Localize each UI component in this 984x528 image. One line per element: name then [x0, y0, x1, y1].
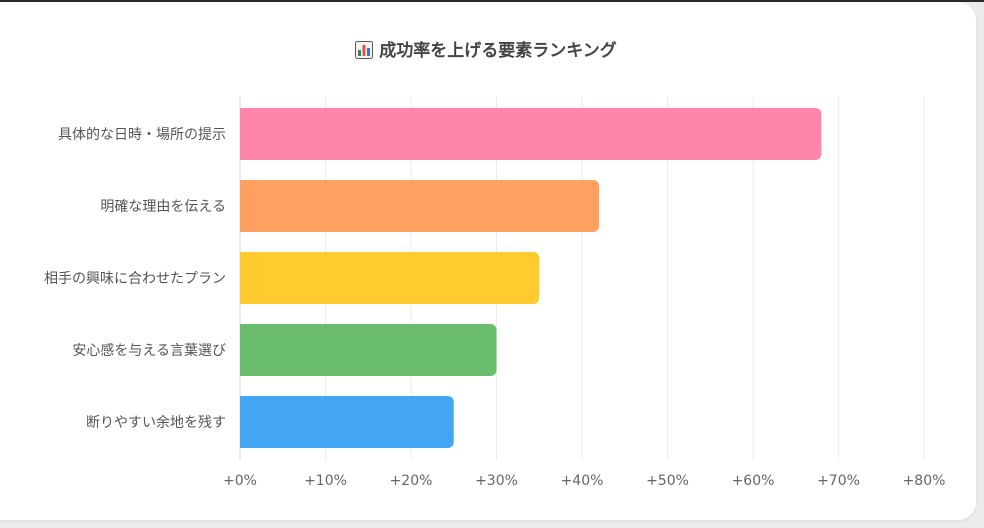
bar [240, 396, 454, 448]
x-tick-label: +60% [732, 473, 775, 489]
chart-title: 成功率を上げる要素ランキング [0, 36, 972, 61]
bar [240, 108, 822, 160]
x-tick-label: +30% [475, 473, 518, 489]
x-tick-label: +80% [903, 473, 946, 489]
category-label: 断りやすい余地を残す [86, 414, 226, 431]
bar-left-edge [240, 252, 248, 304]
chart-title-text: 成功率を上げる要素ランキング [379, 41, 617, 61]
bar-left-edge [240, 396, 248, 448]
top-border-rule [0, 0, 984, 2]
category-label: 安心感を与える言葉選び [72, 342, 226, 359]
x-tick-label: +10% [304, 473, 347, 489]
bar-left-edge [240, 108, 248, 160]
bar-chart-icon [355, 41, 374, 59]
x-tick-label: +0% [223, 473, 257, 489]
x-tick-label: +20% [390, 473, 433, 489]
bar [240, 324, 497, 376]
x-tick-label: +40% [561, 473, 604, 489]
bar-left-edge [240, 324, 248, 376]
x-tick-label: +50% [646, 473, 689, 489]
category-label: 具体的な日時・場所の提示 [58, 127, 226, 143]
bar [240, 252, 540, 304]
bar-left-edge [240, 180, 248, 232]
category-label: 明確な理由を伝える [100, 199, 226, 215]
bar [240, 180, 600, 232]
x-tick-label: +70% [817, 473, 860, 489]
category-label: 相手の興味に合わせたプラン [44, 271, 226, 287]
